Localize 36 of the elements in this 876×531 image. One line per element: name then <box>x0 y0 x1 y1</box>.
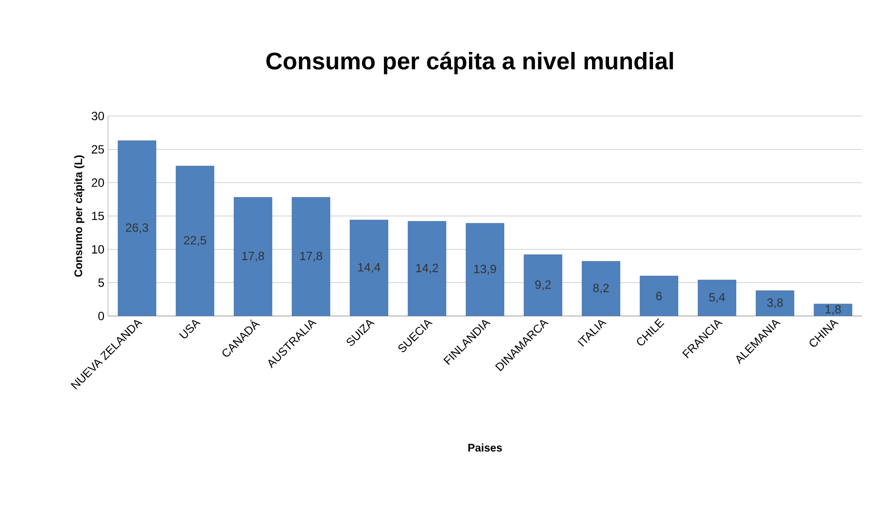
data-label: 13,9 <box>474 264 496 275</box>
y-tick-label: 25 <box>92 145 104 154</box>
bar <box>350 220 388 316</box>
y-axis-title: Consumo per cápita (L) <box>74 155 84 277</box>
bar <box>466 223 504 316</box>
data-label: 3,8 <box>767 298 783 308</box>
bar <box>292 197 330 316</box>
bar <box>234 197 272 316</box>
bar <box>524 254 562 316</box>
bar <box>756 290 794 316</box>
bar <box>640 276 678 316</box>
y-tick-label: 0 <box>98 312 104 320</box>
x-axis-title: Paises <box>468 444 502 452</box>
bar <box>176 166 214 316</box>
data-label: 14,2 <box>416 264 438 274</box>
y-tick-label: 10 <box>92 245 104 254</box>
bar <box>408 221 446 316</box>
data-label: 6 <box>656 292 662 300</box>
y-tick-label: 20 <box>92 178 104 187</box>
y-tick-label: 15 <box>92 212 104 220</box>
chart-title: Consumo per cápita a nivel mundial <box>266 52 673 74</box>
x-tick-label: USA <box>179 320 201 338</box>
data-label: 5,4 <box>709 293 725 303</box>
data-label: 26,3 <box>126 223 148 234</box>
data-label: 1,8 <box>826 305 841 315</box>
data-label: 14,4 <box>358 263 380 273</box>
bar <box>582 261 620 316</box>
y-tick-label: 30 <box>92 112 104 120</box>
data-label: 17,8 <box>300 252 322 262</box>
data-label: 9,2 <box>535 280 551 290</box>
bar <box>118 140 156 316</box>
data-label: 17,8 <box>242 252 264 262</box>
data-label: 8,2 <box>593 284 609 294</box>
bar <box>698 280 736 316</box>
y-tick-label: 5 <box>98 278 104 287</box>
data-label: 22,5 <box>184 236 206 246</box>
